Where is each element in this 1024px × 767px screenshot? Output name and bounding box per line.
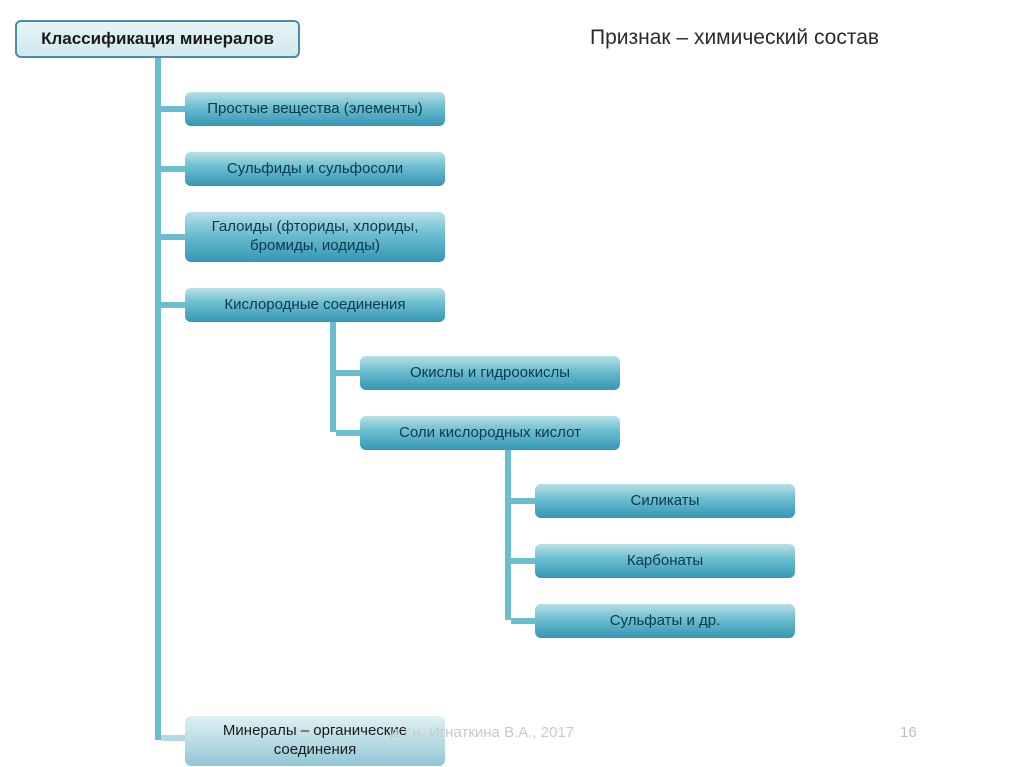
node-sulfides: Сульфиды и сульфосоли [185, 152, 445, 186]
node-oxygen-compounds: Кислородные соединения [185, 288, 445, 322]
connector [511, 618, 535, 624]
connector [155, 58, 161, 740]
connector [336, 370, 360, 376]
node-root: Классификация минералов [15, 20, 300, 58]
connector [161, 735, 185, 741]
connector [336, 430, 360, 436]
connector [511, 558, 535, 564]
node-silicates: Силикаты [535, 484, 795, 518]
node-oxygen-acid-salts: Соли кислородных кислот [360, 416, 620, 450]
connector [161, 234, 185, 240]
connector [161, 106, 185, 112]
connector [330, 322, 336, 432]
node-simple-substances: Простые вещества (элементы) [185, 92, 445, 126]
node-carbonates: Карбонаты [535, 544, 795, 578]
connector [161, 302, 185, 308]
connector [505, 450, 511, 620]
connector [511, 498, 535, 504]
footer-author: д.т.н. Игнаткина В.А., 2017 [390, 724, 574, 741]
node-oxides-hydroxides: Окислы и гидроокислы [360, 356, 620, 390]
node-haloids: Галоиды (фториды, хлориды, бромиды, иоди… [185, 212, 445, 262]
footer-page: 16 [900, 724, 917, 741]
connector [161, 166, 185, 172]
node-sulfates-etc: Сульфаты и др. [535, 604, 795, 638]
subtitle: Признак – химический состав [590, 26, 879, 50]
